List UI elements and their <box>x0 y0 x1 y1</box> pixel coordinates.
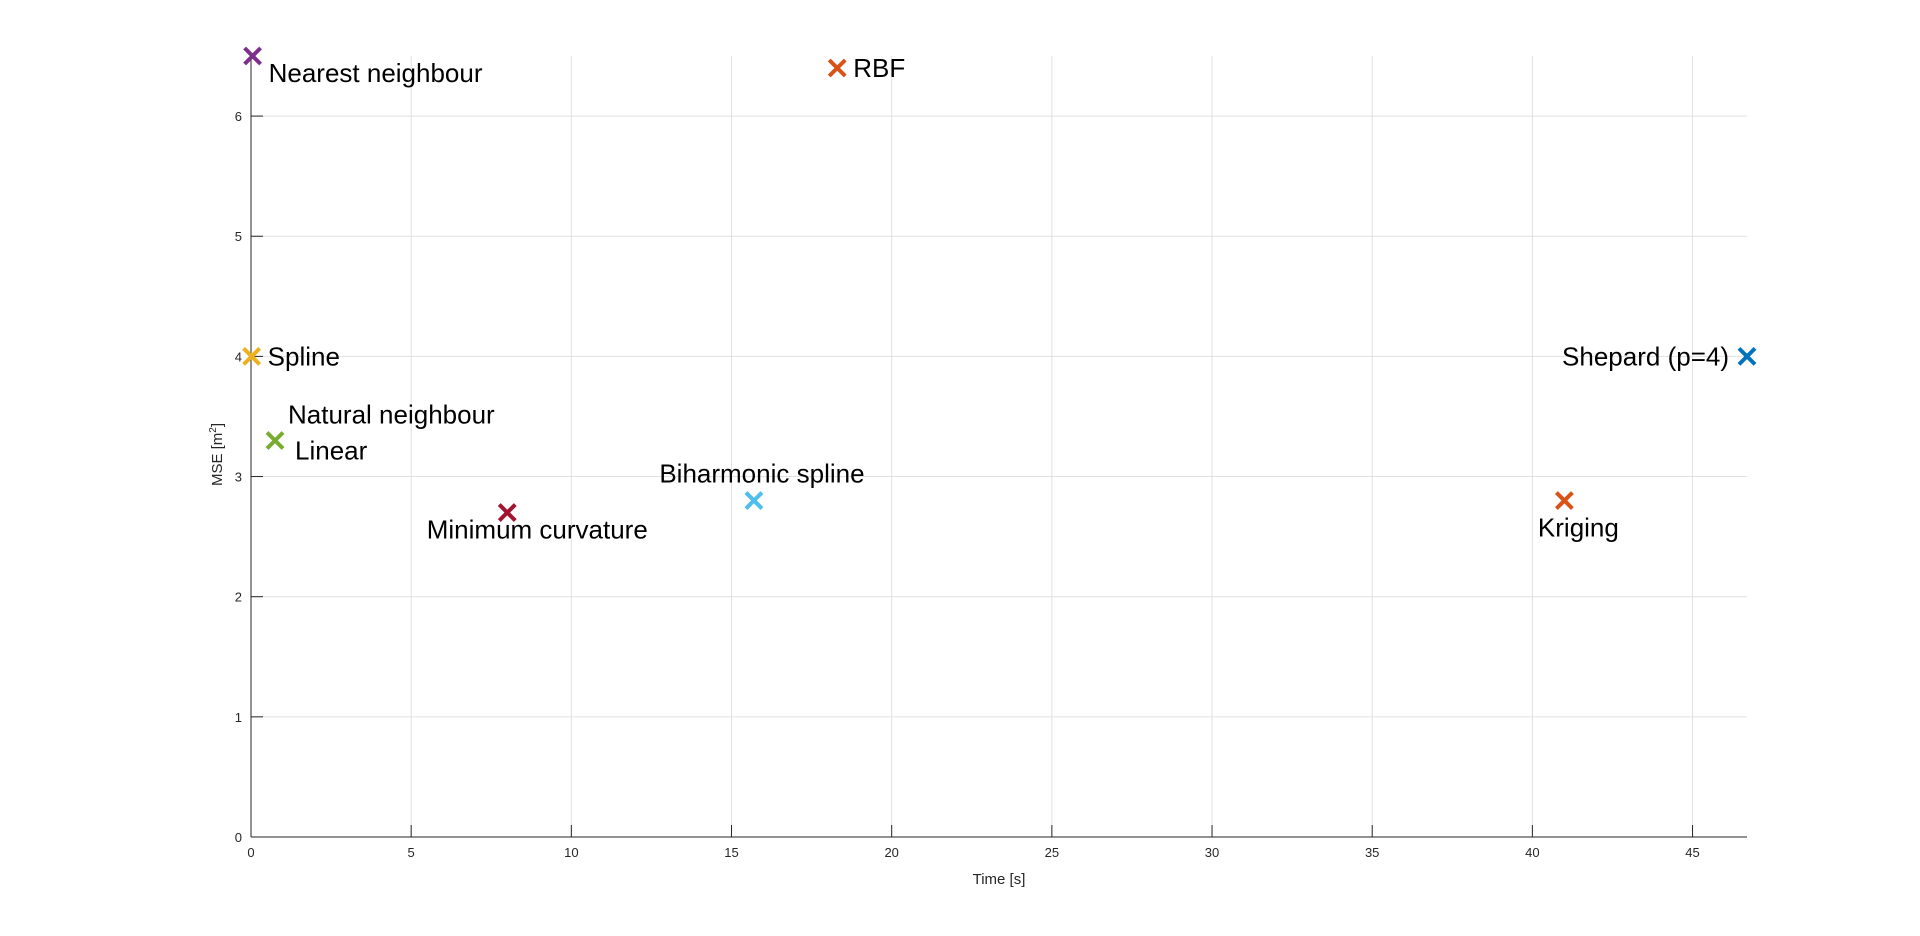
y-tick-label: 5 <box>235 229 242 244</box>
y-axis-label-main: MSE [m <box>209 433 226 486</box>
data-point-label: Minimum curvature <box>427 515 648 545</box>
x-tick-label: 40 <box>1525 845 1539 860</box>
x-tick-label: 20 <box>884 845 898 860</box>
y-axis-label-superscript: 2 <box>208 427 219 433</box>
data-point-label: Kriging <box>1538 513 1619 543</box>
data-point-marker <box>1554 491 1574 510</box>
data-point-marker <box>265 431 285 450</box>
y-tick-label: 6 <box>235 109 242 124</box>
y-axis-label-close: ] <box>209 423 226 427</box>
data-point-label: Linear <box>295 435 368 465</box>
x-tick-label: 25 <box>1045 845 1059 860</box>
y-tick-label: 3 <box>235 470 242 485</box>
data-point-label: Shepard (p=4) <box>1562 341 1729 371</box>
data-point-label: Nearest neighbour <box>269 58 483 88</box>
y-axis-label: MSE [m2] <box>208 423 226 486</box>
data-point-marker <box>497 503 517 522</box>
data-point-marker <box>1737 346 1757 366</box>
data-point-marker <box>242 346 262 366</box>
data-point-label: Spline <box>268 341 340 371</box>
x-tick-label: 5 <box>408 845 415 860</box>
y-tick-label: 0 <box>235 830 242 845</box>
data-point-marker <box>744 491 764 510</box>
x-tick-label: 15 <box>724 845 738 860</box>
grid <box>250 56 1747 838</box>
x-tick-label: 45 <box>1685 845 1699 860</box>
x-tick-label: 10 <box>564 845 578 860</box>
data-point-label: Natural neighbour <box>288 399 495 429</box>
y-tick-label: 4 <box>235 349 242 364</box>
data-point-marker <box>243 46 263 66</box>
axes <box>250 56 1747 838</box>
data-point-label: RBF <box>853 53 905 83</box>
y-tick-label: 2 <box>235 590 242 605</box>
x-axis-label: Time [s] <box>973 871 1026 888</box>
x-tick-label: 30 <box>1205 845 1219 860</box>
data-points: Nearest neighbour RBF Spline Natural neighb… <box>242 46 1757 545</box>
data-point-label: Biharmonic spline <box>659 459 864 489</box>
data-point-marker <box>827 58 847 78</box>
x-tick-label: 0 <box>247 845 254 860</box>
x-tick-label: 35 <box>1365 845 1379 860</box>
y-tick-label: 1 <box>235 710 242 725</box>
